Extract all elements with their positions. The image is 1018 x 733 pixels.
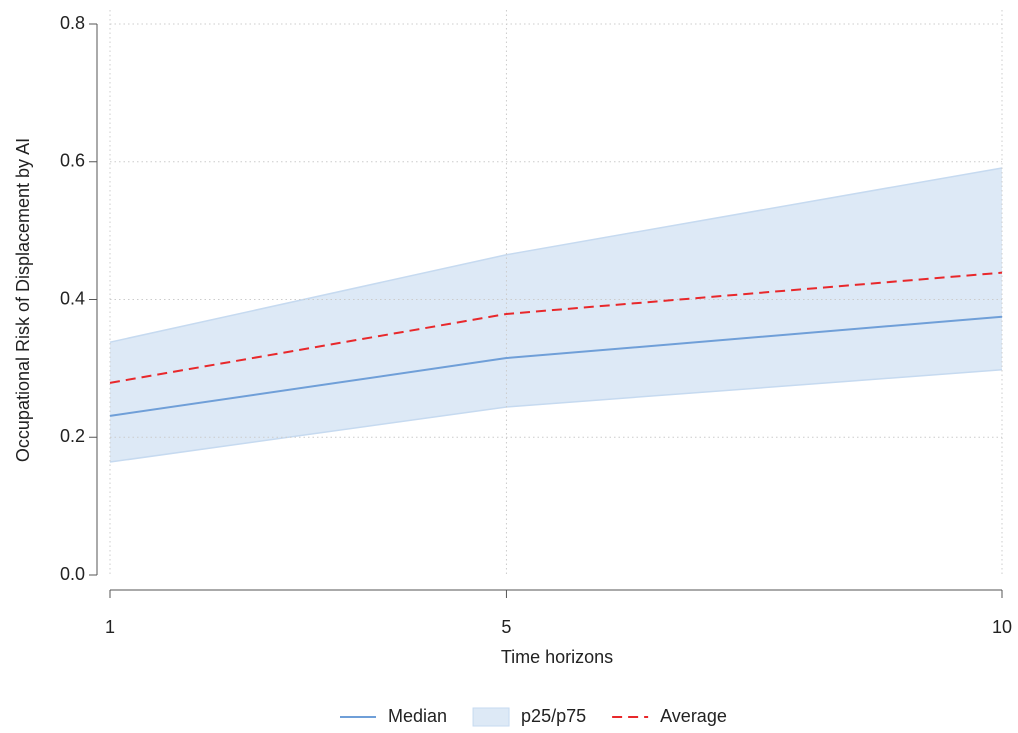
y-axis-label: Occupational Risk of Displacement by AI xyxy=(13,138,33,462)
x-tick-label: 5 xyxy=(501,617,511,637)
x-tick-label: 1 xyxy=(105,617,115,637)
y-tick-label: 0.6 xyxy=(60,151,85,171)
plot-area xyxy=(109,167,1003,463)
legend-swatch xyxy=(472,707,510,727)
y-tick-label: 0.8 xyxy=(60,13,85,33)
series-line xyxy=(109,315,1003,417)
y-tick-label: 0.2 xyxy=(60,426,85,446)
y-tick-label: 0.0 xyxy=(60,564,85,584)
y-tick-label: 0.4 xyxy=(60,288,85,308)
legend-label: Average xyxy=(660,706,727,726)
series-line xyxy=(109,271,1003,384)
band-edge xyxy=(109,167,1003,343)
x-axis-label: Time horizons xyxy=(501,647,613,667)
x-tick-label: 10 xyxy=(992,617,1012,637)
legend-label: Median xyxy=(388,706,447,726)
legend-label: p25/p75 xyxy=(521,706,586,726)
band-area xyxy=(110,167,1002,463)
legend: Median p25/p75 Average xyxy=(340,706,727,727)
